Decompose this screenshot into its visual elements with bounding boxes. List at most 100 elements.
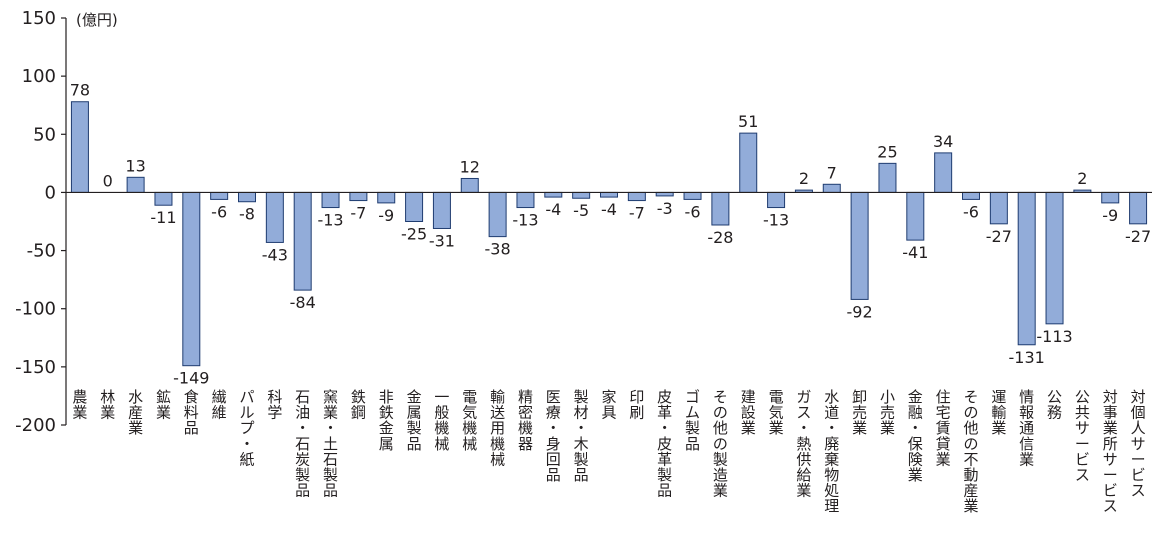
category-label: 建設業 (741, 388, 756, 437)
bar (265, 191, 284, 243)
value-label: 13 (125, 156, 145, 175)
value-label: -3 (657, 199, 673, 218)
category-label: 非鉄金属 (379, 388, 394, 453)
category-label: 電気機械 (462, 388, 477, 453)
category-label: 対事業所サービス (1103, 388, 1118, 515)
value-label: 12 (460, 157, 480, 176)
category-label: 住宅賃貸業 (936, 388, 951, 468)
value-label: -6 (685, 202, 701, 221)
y-tick-label: -100 (15, 299, 56, 320)
bar (182, 191, 201, 367)
value-label: 51 (738, 112, 758, 131)
value-label: 0 (103, 171, 113, 190)
category-label: 鉄鋼 (351, 388, 366, 422)
bar (822, 183, 841, 193)
category-label: 公務 (1047, 388, 1062, 422)
bar (1129, 191, 1148, 225)
bar (934, 152, 953, 193)
value-label: -5 (573, 201, 589, 220)
bar (70, 101, 89, 193)
category-label: 小売業 (880, 388, 895, 437)
value-label: -6 (963, 202, 979, 221)
y-tick-label: -50 (27, 241, 56, 262)
y-tick-label: 150 (22, 8, 56, 29)
bar (377, 191, 396, 204)
bar (850, 191, 869, 300)
bar (1045, 191, 1064, 325)
bar (460, 177, 479, 193)
category-label: 繊維 (212, 388, 227, 422)
category-label: 金属製品 (407, 388, 422, 453)
bar (600, 191, 618, 198)
value-label: -92 (847, 302, 873, 321)
value-label: -38 (485, 240, 511, 259)
category-label: 印刷 (629, 388, 644, 422)
category-label: 水産業 (128, 388, 143, 437)
category-labels: 農業林業水産業鉱業食料品繊維パルプ・紙科学石油・石炭製品窯業・土石製品鉄鋼非鉄金… (72, 388, 1145, 515)
category-label: 製材・木製品 (574, 388, 589, 484)
value-label: 2 (799, 169, 809, 188)
bar (683, 191, 702, 200)
bar (572, 191, 591, 199)
y-tick-label: -200 (15, 415, 56, 436)
category-label: 科学 (267, 388, 282, 422)
bar (767, 191, 786, 209)
value-label: -4 (601, 200, 617, 219)
bar (739, 132, 758, 193)
value-label: -28 (707, 228, 733, 247)
bar (516, 191, 535, 209)
value-label: -13 (763, 211, 789, 230)
category-label: 医療・身回品 (546, 388, 561, 484)
value-label: -8 (239, 205, 255, 224)
bar (711, 191, 730, 226)
bar (878, 162, 897, 193)
value-label: 2 (1077, 169, 1087, 188)
bar (126, 176, 145, 193)
category-label: 鉱業 (156, 388, 171, 422)
category-label: 食料品 (184, 388, 199, 437)
bar (488, 191, 507, 238)
category-label: 金融・保険業 (908, 388, 923, 484)
value-labels: 78 0 13 -11 -149 -6 -8 -43 -84 -13 -7 -9 -25 -31 12 -38… (70, 81, 1151, 388)
category-label: 精密機器 (518, 388, 533, 453)
category-label: 窯業・土石製品 (323, 388, 338, 500)
value-label: -131 (1009, 348, 1045, 367)
bar (321, 191, 340, 209)
category-label: 皮革・皮革製品 (657, 388, 672, 500)
value-label: -7 (629, 204, 645, 223)
value-label: 34 (933, 132, 953, 151)
bar (210, 191, 229, 200)
value-label: 25 (877, 142, 897, 161)
value-label: -6 (211, 202, 227, 221)
category-label: 運輸業 (991, 388, 1006, 437)
value-label: -27 (986, 227, 1012, 246)
category-label: パルプ・紙 (239, 388, 254, 468)
category-label: 公共サービス (1075, 388, 1090, 484)
category-label: 石油・石炭製品 (295, 388, 310, 500)
category-label: 家具 (601, 388, 616, 422)
value-label: -25 (401, 225, 427, 244)
bar (1101, 191, 1120, 204)
category-label: その他の製造業 (713, 388, 728, 500)
value-label: -27 (1125, 227, 1151, 246)
category-label: その他の不動産業 (963, 388, 978, 515)
bar (627, 191, 646, 202)
value-label: -113 (1036, 327, 1072, 346)
y-tick-label: -150 (15, 357, 56, 378)
y-tick-label: 100 (22, 66, 56, 87)
category-label: 情報通信業 (1019, 388, 1034, 468)
y-tick-label: 0 (45, 182, 56, 203)
category-label: 一般機械 (434, 388, 449, 453)
bar (432, 191, 451, 229)
value-label: 78 (70, 81, 90, 100)
category-label: 農業 (72, 388, 87, 422)
bar (349, 191, 368, 202)
bar (405, 191, 424, 223)
value-label: -9 (378, 206, 394, 225)
category-label: 電気業 (769, 388, 784, 437)
value-label: -4 (545, 200, 561, 219)
value-label: -9 (1102, 206, 1118, 225)
bar (989, 191, 1008, 225)
bars (70, 101, 1148, 367)
